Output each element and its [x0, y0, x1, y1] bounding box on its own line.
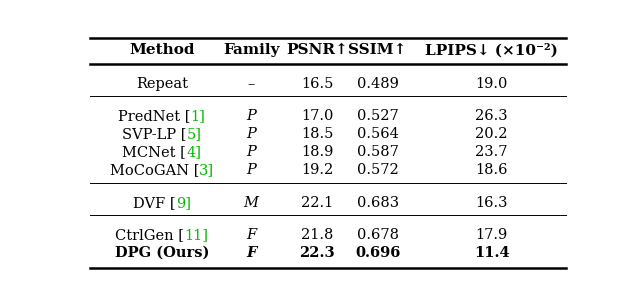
Text: F: F	[246, 246, 256, 260]
Text: 19.0: 19.0	[476, 77, 508, 91]
Text: P: P	[246, 109, 256, 123]
Text: DPG (Ours): DPG (Ours)	[115, 246, 209, 260]
Text: 18.5: 18.5	[301, 127, 333, 141]
Text: –: –	[248, 77, 255, 91]
Text: PredNet [: PredNet [	[118, 109, 191, 123]
Text: 1]: 1]	[191, 109, 205, 123]
Text: SVP-LP [: SVP-LP [	[122, 127, 187, 141]
Text: F: F	[246, 228, 256, 242]
Text: Repeat: Repeat	[136, 77, 188, 91]
Text: 22.1: 22.1	[301, 196, 333, 210]
Text: 22.3: 22.3	[300, 246, 335, 260]
Text: CtrlGen [: CtrlGen [	[115, 228, 184, 242]
Text: 3]: 3]	[199, 163, 214, 177]
Text: 0.564: 0.564	[356, 127, 399, 141]
Text: M: M	[244, 196, 259, 210]
Text: 19.2: 19.2	[301, 163, 333, 177]
Text: 0.678: 0.678	[356, 228, 399, 242]
Text: 0.587: 0.587	[356, 145, 399, 159]
Text: 21.8: 21.8	[301, 228, 333, 242]
Text: 0.696: 0.696	[355, 246, 400, 260]
Text: Method: Method	[129, 43, 195, 57]
Text: 16.3: 16.3	[476, 196, 508, 210]
Text: DVF [: DVF [	[133, 196, 175, 210]
Text: LPIPS↓ (×10⁻²): LPIPS↓ (×10⁻²)	[425, 43, 558, 57]
Text: MoCoGAN [: MoCoGAN [	[109, 163, 199, 177]
Text: P: P	[246, 127, 256, 141]
Text: 20.2: 20.2	[476, 127, 508, 141]
Text: 17.9: 17.9	[476, 228, 508, 242]
Text: P: P	[246, 163, 256, 177]
Text: MCNet [: MCNet [	[122, 145, 186, 159]
Text: SSIM↑: SSIM↑	[348, 43, 407, 57]
Text: 0.683: 0.683	[356, 196, 399, 210]
Text: 0.527: 0.527	[356, 109, 399, 123]
Text: P: P	[246, 145, 256, 159]
Text: 4]: 4]	[186, 145, 201, 159]
Text: 5]: 5]	[187, 127, 202, 141]
Text: 26.3: 26.3	[476, 109, 508, 123]
Text: 9]: 9]	[175, 196, 191, 210]
Text: 0.572: 0.572	[356, 163, 399, 177]
Text: 18.6: 18.6	[476, 163, 508, 177]
Text: 18.9: 18.9	[301, 145, 333, 159]
Text: 16.5: 16.5	[301, 77, 333, 91]
Text: 11.4: 11.4	[474, 246, 509, 260]
Text: Family: Family	[223, 43, 280, 57]
Text: 23.7: 23.7	[476, 145, 508, 159]
Text: PSNR↑: PSNR↑	[286, 43, 348, 57]
Text: 17.0: 17.0	[301, 109, 333, 123]
Text: 11]: 11]	[184, 228, 209, 242]
Text: 0.489: 0.489	[356, 77, 399, 91]
